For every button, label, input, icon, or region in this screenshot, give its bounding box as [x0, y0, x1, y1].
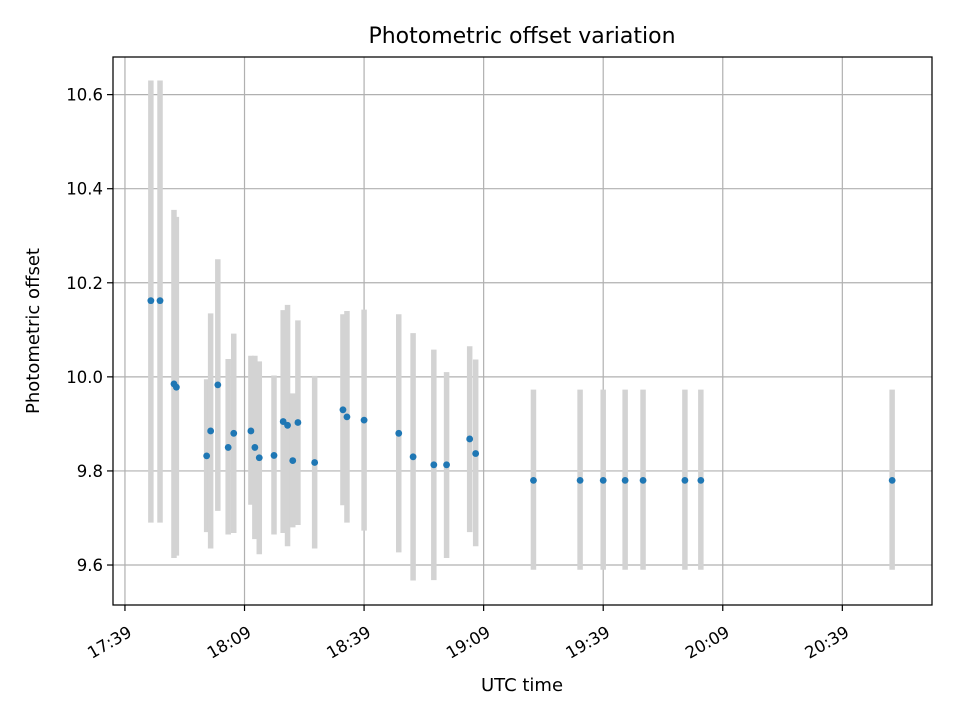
- data-point: [339, 406, 347, 414]
- data-point: [576, 476, 584, 484]
- data-point: [697, 476, 705, 484]
- y-tick-label: 10.0: [66, 368, 103, 387]
- data-point: [430, 461, 438, 469]
- x-tick-label: 18:09: [204, 622, 255, 662]
- data-point: [214, 381, 222, 389]
- x-tick-label: 19:09: [443, 622, 494, 662]
- data-point: [311, 459, 319, 466]
- x-tick-label: 20:09: [682, 622, 733, 662]
- plot-frame: [112, 56, 933, 606]
- y-axis-label: Photometric offset: [23, 248, 44, 414]
- x-tick-label: 17:39: [84, 622, 135, 662]
- data-point: [466, 435, 474, 443]
- data-point: [247, 427, 255, 435]
- data-point: [639, 476, 647, 484]
- data-point: [530, 476, 537, 484]
- y-tick-label: 10.2: [66, 274, 103, 293]
- data-point: [207, 427, 215, 435]
- y-tick-label: 9.6: [77, 556, 103, 575]
- data-point: [255, 454, 263, 462]
- data-point: [172, 383, 180, 391]
- data-point: [360, 416, 368, 424]
- data-point: [230, 429, 238, 437]
- y-tick-label: 10.6: [66, 86, 103, 105]
- data-point: [409, 453, 417, 461]
- data-point: [289, 457, 297, 464]
- data-point: [888, 476, 896, 484]
- data-point: [294, 419, 302, 426]
- x-axis-ticks: 17:39 18:09 18:39 19:09 19:39 20:09 20:39: [84, 605, 852, 663]
- chart-title: Photometric offset variation: [368, 24, 675, 49]
- data-point: [147, 297, 155, 305]
- data-point: [224, 444, 232, 451]
- data-point: [270, 452, 278, 459]
- data-point: [472, 450, 480, 457]
- grid-layer: [113, 57, 932, 605]
- data-point: [284, 421, 291, 429]
- data-point: [251, 444, 259, 451]
- data-point: [443, 461, 450, 469]
- data-point: [343, 413, 351, 421]
- x-tick-label: 18:39: [323, 622, 374, 662]
- data-point: [203, 452, 211, 460]
- errorbar-layer: [148, 80, 895, 581]
- data-point: [621, 476, 629, 484]
- data-point: [156, 297, 164, 305]
- marker-layer: [147, 297, 896, 484]
- x-tick-label: 20:39: [802, 622, 853, 662]
- x-axis-label: UTC time: [481, 675, 563, 696]
- data-point: [395, 429, 403, 437]
- y-tick-label: 9.8: [77, 462, 103, 481]
- y-tick-label: 10.4: [66, 180, 103, 199]
- x-tick-label: 19:39: [563, 622, 614, 662]
- data-point: [681, 476, 689, 484]
- y-axis-ticks: 9.6 9.8 10.0 10.2 10.4 10.6: [66, 86, 113, 575]
- data-point: [599, 476, 607, 484]
